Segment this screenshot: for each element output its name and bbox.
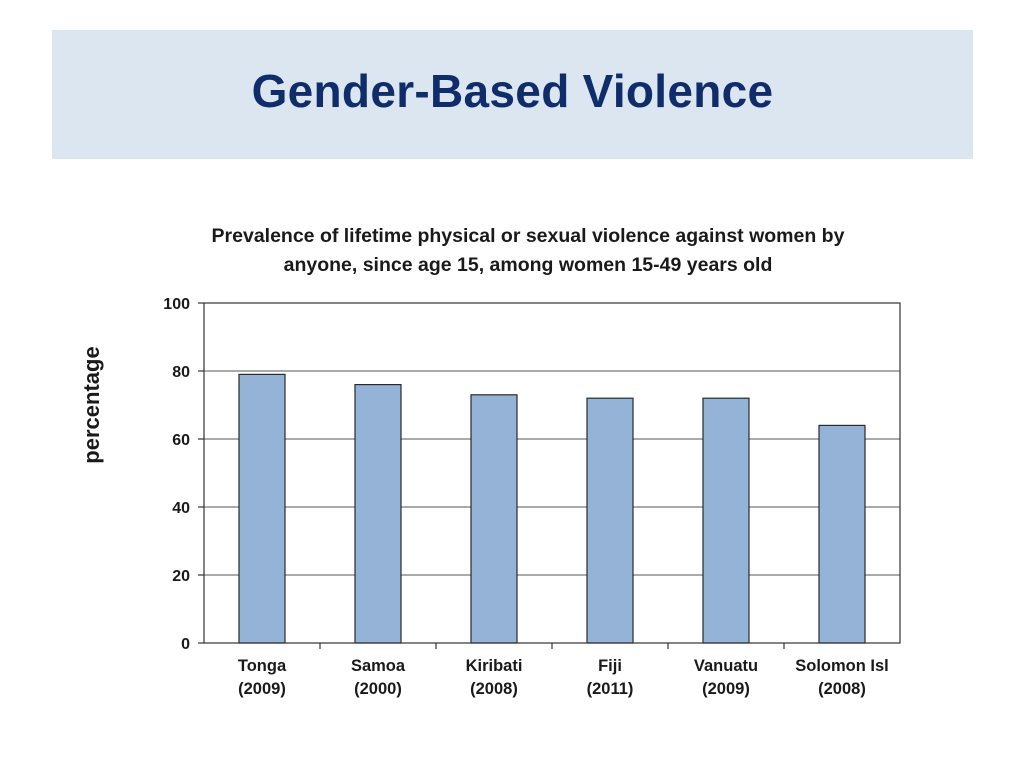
plot-frame — [203, 302, 901, 644]
x-tick-label-year: (2000) — [354, 680, 402, 698]
x-tick-label-name: Vanuatu — [694, 657, 758, 675]
bar-solomon-isl — [818, 424, 866, 644]
y-axis-label: percentage — [79, 346, 104, 463]
x-tick-label-year: (2011) — [587, 680, 634, 698]
chart-title-line: anyone, since age 15, among women 15-49 … — [284, 254, 773, 276]
x-tick-label-year: (2009) — [238, 680, 286, 698]
y-tick-label: 80 — [172, 364, 190, 381]
bar-vanuatu — [702, 397, 750, 644]
slide-title: Gender-Based Violence — [251, 64, 774, 117]
x-axis-ticks: Tonga (2009) Samoa (2000) Kiribati (2008) Fiji… — [238, 643, 889, 698]
chart-title-line: Prevalence of lifetime physical or sexua… — [212, 225, 845, 247]
bar-kiribati — [470, 394, 518, 644]
x-tick-label-name: Tonga — [238, 657, 287, 675]
x-tick-label-name: Solomon Isl — [795, 657, 889, 675]
x-tick-label-year: (2009) — [702, 680, 750, 698]
bar-fiji — [586, 397, 634, 644]
x-tick-label-name: Kiribati — [466, 657, 523, 675]
title-band: Gender-Based Violence — [52, 30, 973, 159]
y-tick-label: 0 — [181, 636, 190, 653]
gridlines — [204, 370, 900, 576]
bar-samoa — [354, 384, 402, 644]
bars — [238, 373, 866, 644]
x-tick-label-name: Samoa — [351, 657, 406, 675]
x-tick-label-year: (2008) — [470, 680, 518, 698]
y-tick-label: 40 — [172, 500, 190, 517]
y-tick-label: 100 — [163, 296, 190, 313]
y-axis-ticks: 0 20 40 60 80 100 — [163, 296, 204, 653]
y-tick-label: 20 — [172, 568, 190, 585]
x-tick-label-year: (2008) — [818, 680, 866, 698]
x-tick-label-name: Fiji — [598, 657, 622, 675]
bar-tonga — [238, 373, 286, 644]
chart-title: Prevalence of lifetime physical or sexua… — [212, 225, 845, 276]
y-tick-label: 60 — [172, 432, 190, 449]
